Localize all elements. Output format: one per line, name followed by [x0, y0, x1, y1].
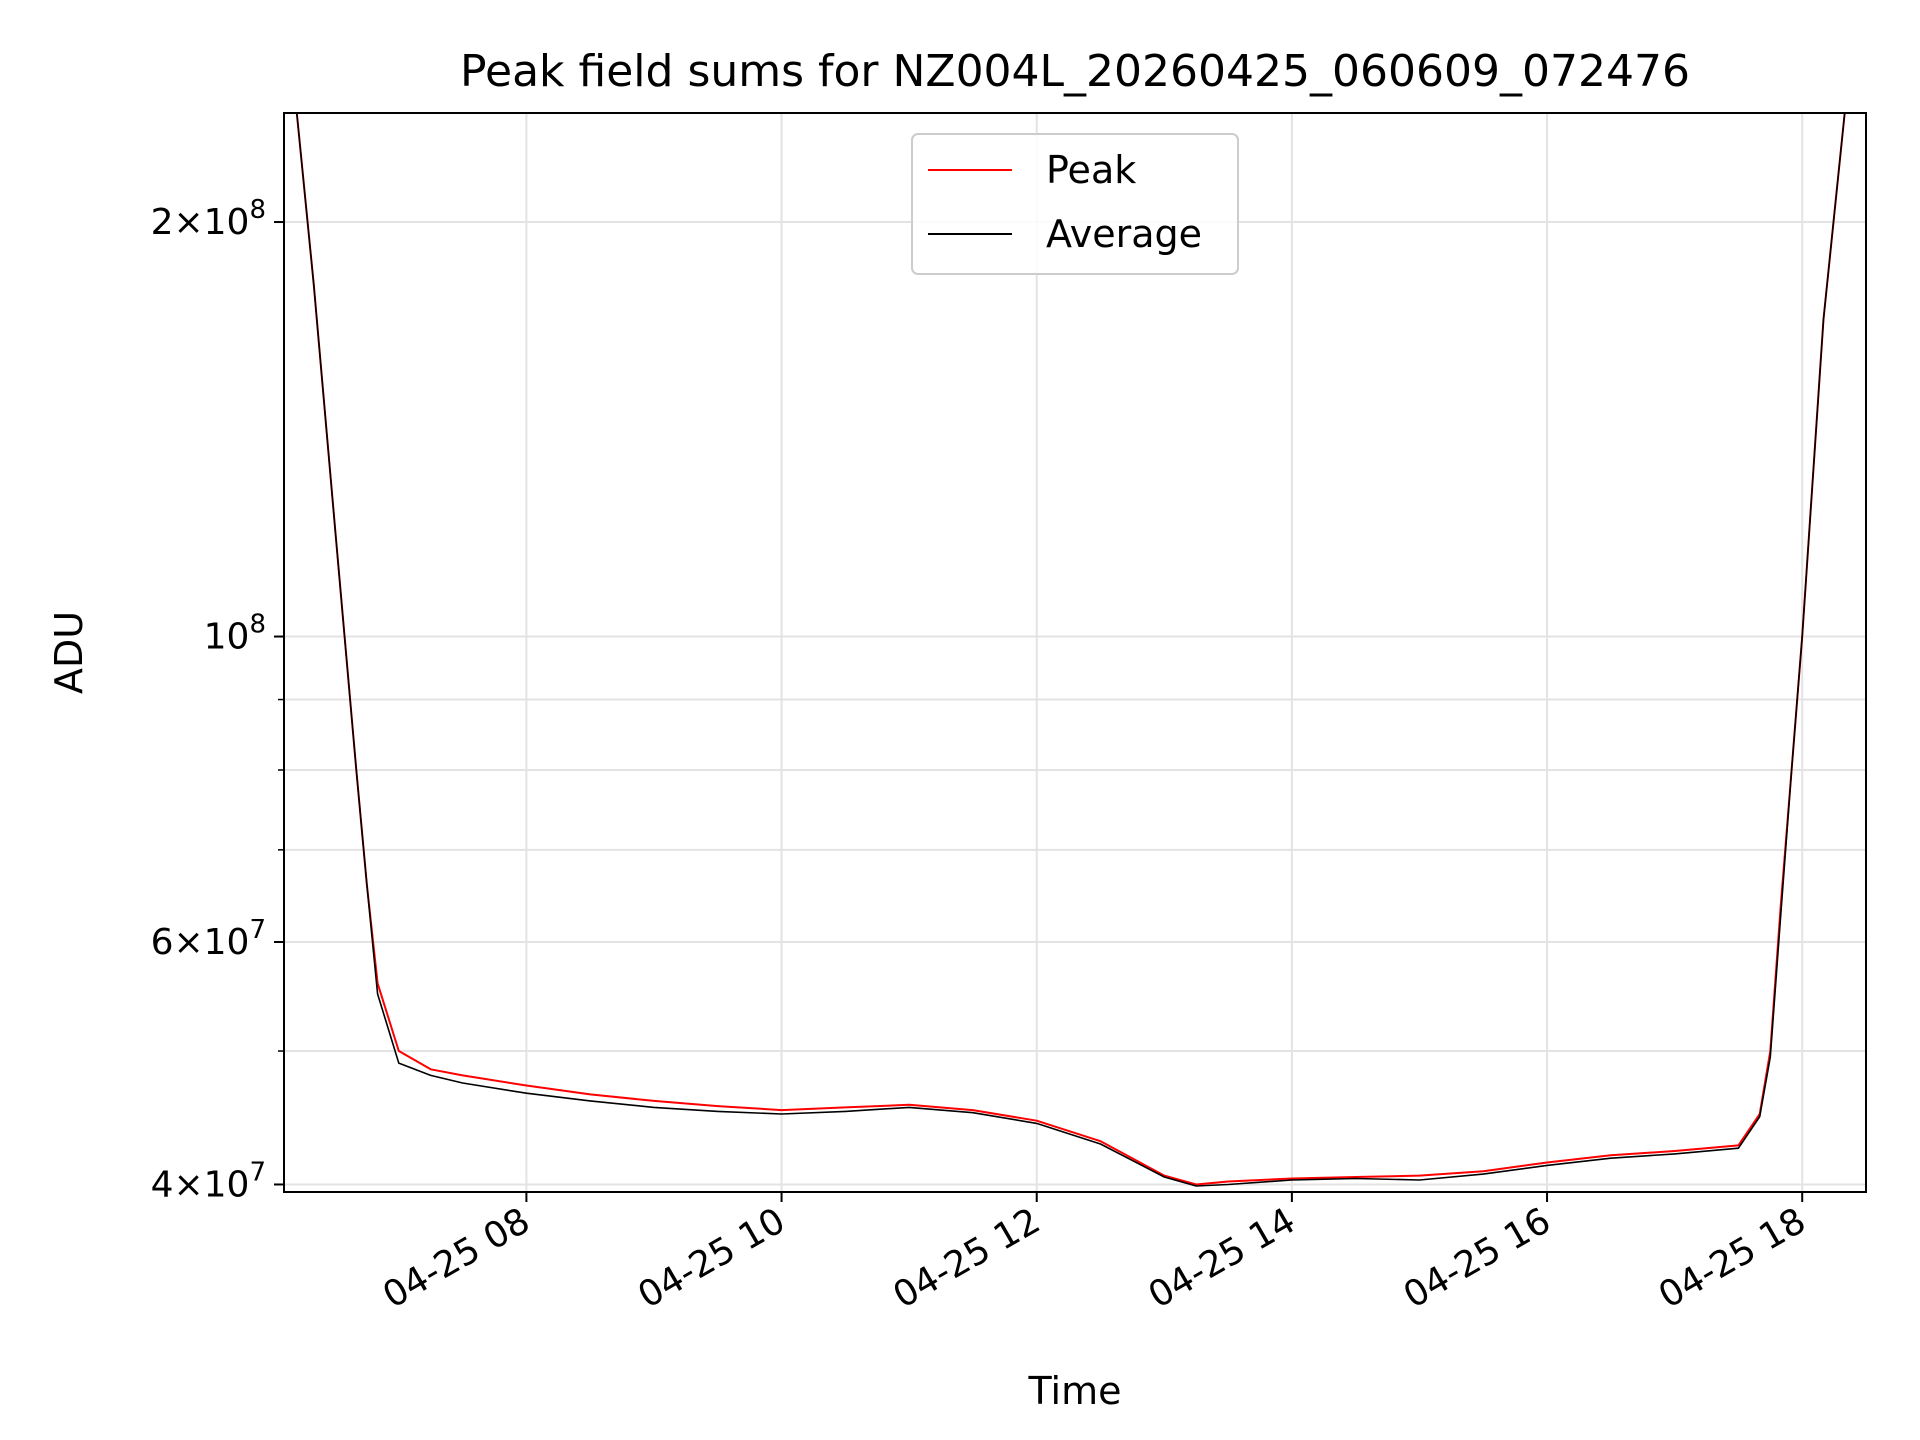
- series-line-average: [284, 113, 1866, 1187]
- y-tick-label: 4×107: [151, 1157, 266, 1205]
- legend-label-peak: Peak: [1046, 148, 1136, 192]
- legend: Peak Average: [911, 133, 1239, 275]
- y-tick-label: 108: [204, 610, 266, 658]
- legend-label-average: Average: [1046, 212, 1202, 256]
- plot-frame: [283, 112, 1867, 1193]
- y-axis-ticks: 4×107 6×107 108 2×108: [151, 195, 284, 1205]
- series-layer: [284, 113, 1866, 1187]
- x-axis-label: Time: [1028, 1369, 1122, 1413]
- y-axis-label: ADU: [47, 611, 91, 694]
- series-line-peak: [284, 113, 1866, 1186]
- chart-title: Peak field sums for NZ004L_20260425_0606…: [460, 46, 1690, 97]
- y-tick-label: 2×108: [151, 195, 266, 243]
- y-tick-label: 6×107: [151, 915, 266, 963]
